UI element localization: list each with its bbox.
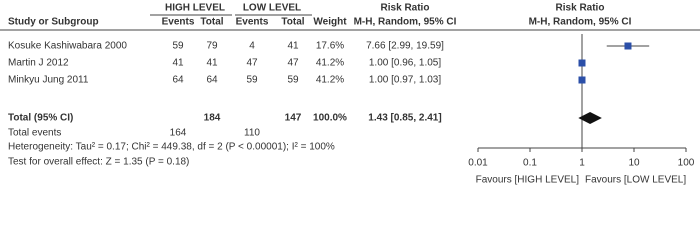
effect-square [578,76,586,84]
cell: 164 [170,128,187,139]
column-header: Study or Subgroup [8,17,99,28]
cell: 100.0% [313,113,347,124]
column-header: Total [200,17,223,28]
favours-label: Favours [LOW LEVEL] [585,175,686,186]
cell: 41 [206,58,218,69]
column-header: Risk Ratio [556,3,605,14]
forest-plot: HIGH LEVEL LOW LEVEL Risk Ratio Risk Ratio S… [0,3,700,186]
x-tick-label: 1 [579,158,585,169]
cell: 4 [249,41,255,52]
column-subtitle: M-H, Random, 95% CI [354,17,457,28]
effect-label: 1.00 [0.96, 1.05] [369,58,442,69]
column-header: Events [236,17,269,28]
cell: 17.6% [316,41,344,52]
total-events-name: Total events [8,128,61,139]
cell: 41 [287,41,299,52]
cell: 59 [172,41,184,52]
effect-label: 1.43 [0.85, 2.41] [368,113,441,124]
column-header: Total [281,17,304,28]
study-name: Minkyu Jung 2011 [8,75,89,86]
cell: 184 [204,113,221,124]
column-header: Weight [313,17,347,28]
group-header: HIGH LEVEL [165,3,225,14]
study-name: Martin J 2012 [8,58,69,69]
cell: 41.2% [316,75,344,86]
column-header: Risk Ratio [381,3,430,14]
x-tick-label: 0.01 [468,158,488,169]
x-tick-label: 100 [678,158,695,169]
study-name: Kosuke Kashiwabara 2000 [8,41,127,52]
effect-label: 7.66 [2.99, 19.59] [366,41,444,52]
effect-square [624,42,632,50]
summary-diamond [578,112,602,124]
cell: 79 [206,41,218,52]
cell: 110 [244,128,260,139]
column-subtitle: M-H, Random, 95% CI [529,17,632,28]
cell: 147 [285,113,302,124]
cell: 64 [206,75,218,86]
cell: 47 [287,58,299,69]
total-name: Total (95% CI) [8,113,73,124]
effect-square [578,59,586,67]
effect-label: 1.00 [0.97, 1.03] [369,75,442,86]
column-header: Events [162,17,195,28]
cell: 41 [172,58,184,69]
cell: 64 [172,75,184,86]
x-tick-label: 0.1 [523,158,537,169]
overall-effect: Test for overall effect: Z = 1.35 (P = 0… [8,157,189,168]
cell: 41.2% [316,58,344,69]
group-header: LOW LEVEL [243,3,301,14]
cell: 59 [287,75,299,86]
cell: 47 [246,58,258,69]
favours-label: Favours [HIGH LEVEL] [476,175,580,186]
x-tick-label: 10 [628,158,640,169]
heterogeneity: Heterogeneity: Tau² = 0.17; Chi² = 449.3… [8,142,335,153]
cell: 59 [246,75,258,86]
